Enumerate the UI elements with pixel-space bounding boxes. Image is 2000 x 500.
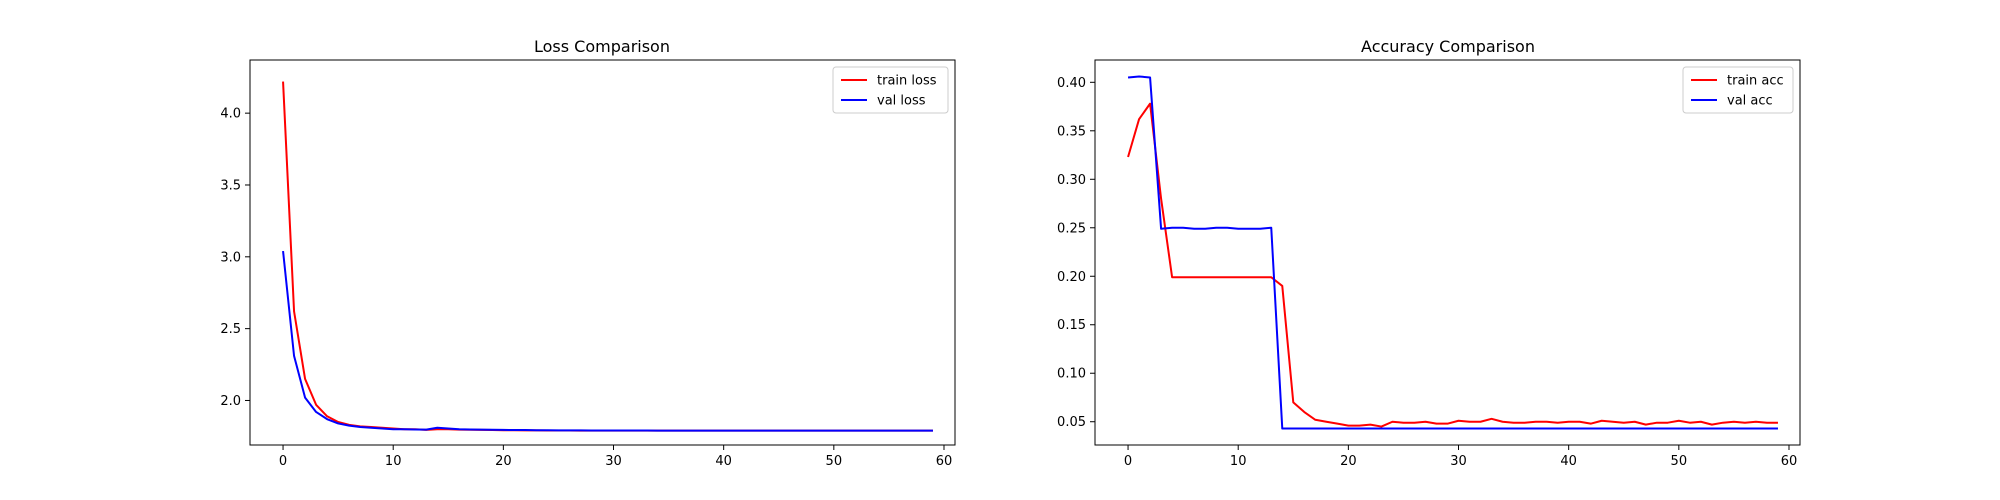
loss-legend-label: train loss [877, 74, 937, 89]
loss-y-tick-label: 2.0 [220, 394, 241, 409]
acc-legend-box [1682, 66, 1794, 114]
accuracy-chart-panel: Accuracy Comparison 0 10 20 30 40 50 60 0.05 0.1… [1057, 37, 1801, 469]
loss-plot-area-frame [249, 59, 956, 446]
acc-series-line-val-acc [1127, 75, 1778, 430]
accuracy-chart-title: Accuracy Comparison [1361, 37, 1535, 56]
loss-series-line-val-loss [282, 250, 933, 432]
acc-x-tick-label: 20 [1340, 454, 1357, 469]
loss-legend-label: val loss [877, 94, 926, 109]
loss-x-tick-label: 20 [495, 454, 512, 469]
acc-y-tick-label: 0.10 [1057, 367, 1086, 382]
acc-y-tick-label: 0.35 [1057, 124, 1086, 139]
loss-y-tick-label: 3.0 [220, 250, 241, 265]
acc-x-tick-label: 30 [1450, 454, 1467, 469]
acc-x-tick-label: 40 [1560, 454, 1577, 469]
loss-y-tick-label: 3.5 [220, 178, 241, 193]
acc-y-tick-label: 0.40 [1057, 76, 1086, 91]
acc-series-line-train-acc [1127, 102, 1778, 428]
loss-x-tick-label: 50 [826, 454, 843, 469]
loss-legend-box [832, 66, 949, 114]
loss-y-tick-label: 2.5 [220, 322, 241, 337]
acc-y-tick-label: 0.30 [1057, 173, 1086, 188]
loss-x-tick-label: 0 [279, 454, 287, 469]
acc-y-tick-label: 0.05 [1057, 415, 1086, 430]
acc-x-tick-label: 0 [1124, 454, 1132, 469]
acc-x-tick-label: 60 [1781, 454, 1798, 469]
loss-x-tick-label: 30 [605, 454, 622, 469]
acc-x-tick-label: 10 [1230, 454, 1247, 469]
acc-y-tick-label: 0.25 [1057, 221, 1086, 236]
acc-x-tick-label: 50 [1671, 454, 1688, 469]
acc-legend-label: val acc [1727, 94, 1773, 109]
acc-plot-area-frame [1094, 59, 1801, 446]
loss-chart-panel: Loss Comparison 0 10 20 30 40 50 60 2.0 2.5 3.0 3.… [220, 37, 956, 469]
loss-chart-title: Loss Comparison [534, 37, 670, 56]
acc-y-tick-label: 0.15 [1057, 318, 1086, 333]
loss-x-tick-label: 40 [715, 454, 732, 469]
acc-y-tick-label: 0.20 [1057, 270, 1086, 285]
loss-x-tick-label: 10 [385, 454, 402, 469]
loss-y-tick-label: 4.0 [220, 107, 241, 122]
acc-legend-label: train acc [1727, 74, 1784, 89]
loss-x-tick-label: 60 [936, 454, 953, 469]
